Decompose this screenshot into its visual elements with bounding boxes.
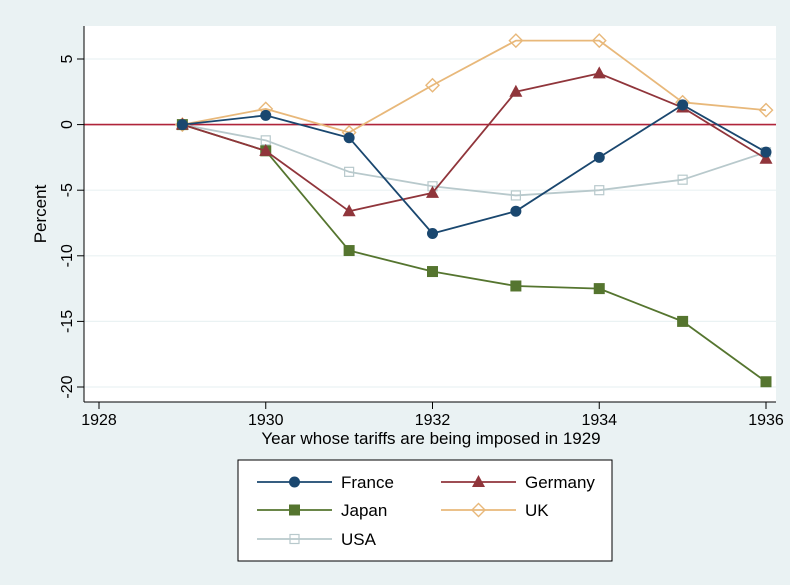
data-point [510,205,522,217]
legend-marker [472,475,485,487]
data-point [592,66,606,79]
data-point [510,190,521,201]
y-tick-label: -20 [59,375,76,398]
y-tick-label: 0 [59,120,76,129]
data-point [343,245,355,257]
data-point [427,227,438,239]
x-tick-label: 1934 [581,412,617,429]
data-point [259,143,273,156]
x-tick-label: 1928 [81,412,117,429]
data-point [677,315,689,327]
data-point [425,77,440,93]
legend: France Germany Japan UK USA [257,473,595,549]
y-tick-label: -5 [59,183,76,197]
series-line [182,72,767,213]
data-point [427,266,438,278]
data-point [176,119,188,131]
data-point [508,33,524,49]
x-axis-label: Year whose tariffs are being imposed in … [261,429,600,448]
series-france [176,99,772,239]
legend-label: France [341,473,394,492]
x-tick-label: 1930 [248,412,284,429]
data-point [593,151,605,163]
legend-label: Germany [525,473,595,492]
legend-item-japan: Japan [257,501,387,520]
data-point [510,280,522,292]
data-point [759,151,773,164]
data-point [591,33,607,49]
series-line [182,104,767,235]
legend-item-france: France [257,473,394,492]
data-point [509,84,523,97]
data-point [344,166,355,177]
data-point [760,376,772,388]
data-point [594,185,605,196]
legend-marker [289,504,300,516]
legend-marker [289,533,300,545]
data-point [426,185,439,198]
y-tick-label: 5 [59,54,76,63]
data-point [343,132,355,144]
legend-item-germany: Germany [441,473,595,492]
data-point [760,146,772,158]
legend-marker [471,502,486,518]
x-tick-label: 1936 [748,412,784,429]
series-line [182,123,767,197]
data-point [593,283,605,295]
axes: -20 -15 -10 -5 0 5 1928 1930 1932 1934 1936 [59,26,784,429]
data-point [677,99,689,111]
series-line [182,123,767,383]
data-point [342,204,356,217]
data-point [758,102,774,118]
y-tick-label: -15 [59,310,76,333]
x-tick-label: 1932 [415,412,451,429]
plot-area [84,26,776,402]
series-line [182,39,767,134]
legend-label: Japan [341,501,387,520]
legend-marker [289,476,300,488]
data-point [677,174,688,185]
legend-item-uk: UK [441,501,549,520]
data-point [260,109,272,121]
series-lines [174,33,774,388]
y-tick-label: -10 [59,244,76,267]
y-axis-label: Percent [31,184,50,243]
legend-item-usa: USA [257,530,377,549]
legend-label: UK [525,501,549,520]
legend-label: USA [341,530,377,549]
